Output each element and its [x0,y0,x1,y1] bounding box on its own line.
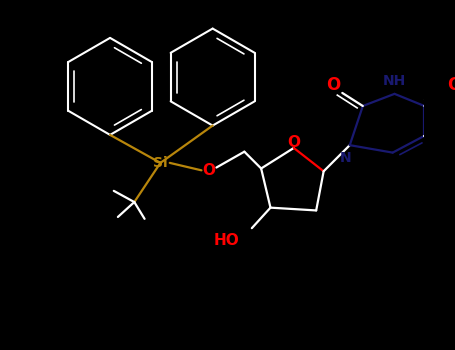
Text: Si: Si [153,156,168,170]
Text: HO: HO [214,233,240,248]
Text: O: O [326,76,340,93]
Text: O: O [287,135,300,150]
Text: O: O [447,76,455,93]
Text: NH: NH [383,74,406,88]
Text: O: O [202,163,215,178]
Text: N: N [339,151,351,165]
